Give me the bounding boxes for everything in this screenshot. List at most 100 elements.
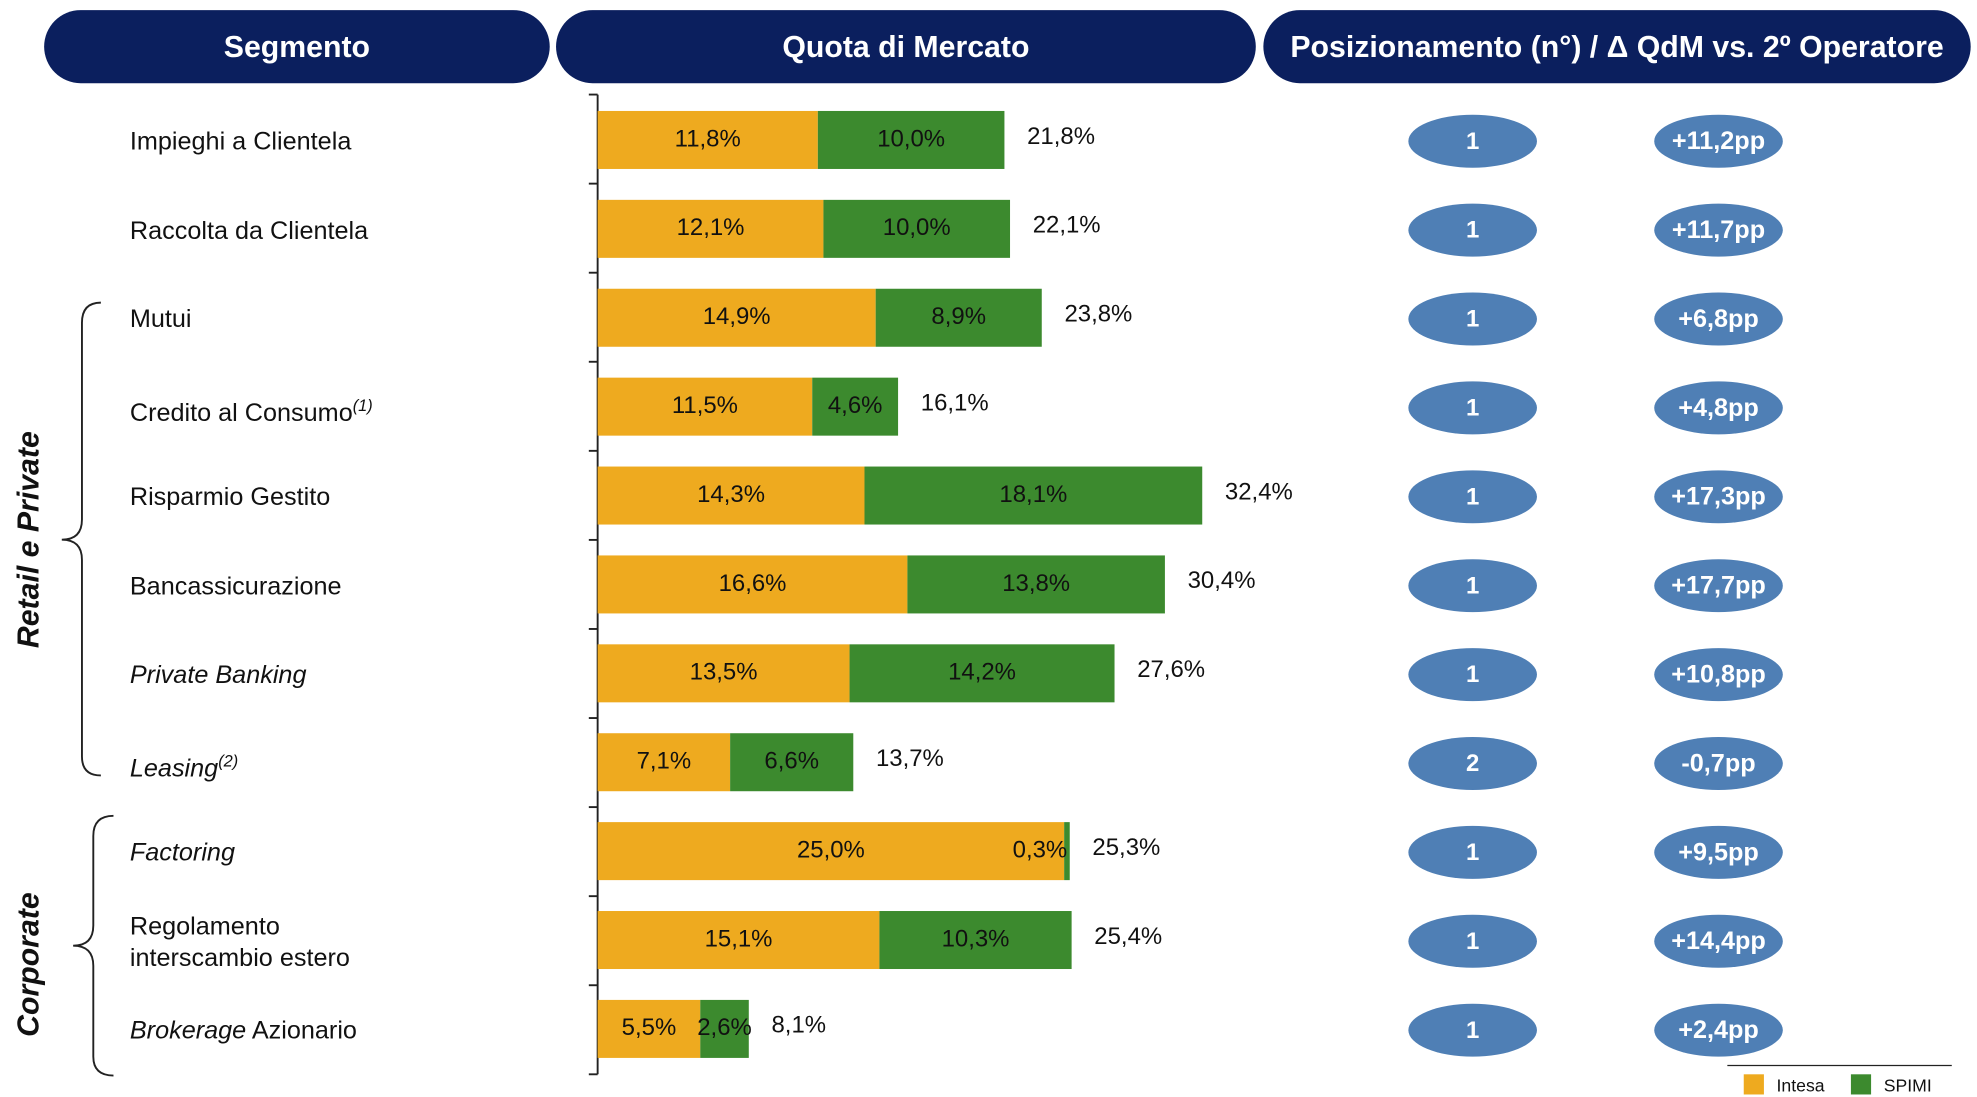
bar-segment xyxy=(597,110,818,169)
delta-text: +4,8pp xyxy=(1678,394,1759,422)
bar-segment xyxy=(597,911,880,970)
segment-label: Raccolta da Clientela xyxy=(130,216,420,248)
position-text: 1 xyxy=(1466,928,1479,955)
header-pill xyxy=(556,10,1256,84)
group-brace xyxy=(73,814,114,1077)
position-badge xyxy=(1408,559,1537,613)
header-text: Quota di Mercato xyxy=(782,31,1029,64)
bar-value-label: 25,0% xyxy=(797,836,865,863)
segment-label: Credito al Consumo(1) xyxy=(130,389,420,429)
delta-badge xyxy=(1654,559,1783,613)
total-label: 32,4% xyxy=(1225,478,1293,505)
segment-label-part: Raccolta da Clientela xyxy=(129,216,369,245)
segment-label-part: Mutui xyxy=(129,305,192,334)
segment-label-part: Impieghi a Clientela xyxy=(129,127,352,156)
bar-segment xyxy=(1064,822,1070,881)
bar-segment xyxy=(864,466,1203,525)
bar-segment xyxy=(597,199,824,258)
bar-value-label: 5,5% xyxy=(622,1014,677,1041)
position-badge xyxy=(1408,737,1537,790)
bar-segment xyxy=(597,644,850,703)
total-label: 23,8% xyxy=(1064,301,1132,328)
legend-label: Intesa xyxy=(1777,1076,1825,1096)
segment-label-part: (1) xyxy=(352,395,373,415)
bar-value-label: 13,5% xyxy=(690,659,758,686)
position-badge xyxy=(1408,825,1537,879)
segment-label: Bancassicurazione xyxy=(130,571,420,603)
bar-value-label: 11,5% xyxy=(672,392,738,419)
segment-label-part: Bancassicurazione xyxy=(129,572,342,601)
delta-badge xyxy=(1654,381,1783,435)
segment-label-part: Regolamento interscambio estero xyxy=(129,912,350,972)
delta-text: +2,4pp xyxy=(1678,1016,1759,1044)
bar-value-label: 16,6% xyxy=(719,570,787,597)
bar-value-label: 14,9% xyxy=(703,303,771,330)
bar-value-label: 10,0% xyxy=(883,214,951,241)
bar-segment xyxy=(730,733,854,792)
position-text: 1 xyxy=(1466,217,1479,244)
bar-value-label: 7,1% xyxy=(637,748,692,775)
header-text: Segmento xyxy=(224,31,370,64)
segment-label: Private Banking xyxy=(130,660,420,692)
position-badge xyxy=(1408,292,1537,346)
bar-segment xyxy=(597,555,908,614)
delta-text: +9,5pp xyxy=(1678,838,1759,866)
delta-text: +10,8pp xyxy=(1671,661,1766,689)
group-brace xyxy=(61,301,101,777)
total-label: 13,7% xyxy=(876,745,944,772)
position-text: 1 xyxy=(1466,661,1479,688)
segment-label: Factoring xyxy=(130,838,420,870)
segment-label-part: Risparmio Gestito xyxy=(129,483,331,512)
group-label: Retail e Private xyxy=(12,431,45,648)
total-label: 22,1% xyxy=(1033,212,1101,239)
delta-text: +14,4pp xyxy=(1671,927,1766,955)
delta-badge xyxy=(1654,648,1783,702)
bar-segment xyxy=(597,288,876,347)
header-pill xyxy=(1263,10,1971,84)
bar-segment xyxy=(597,466,865,525)
total-label: 27,6% xyxy=(1137,656,1205,683)
bar-value-label: 12,1% xyxy=(677,214,745,241)
delta-badge xyxy=(1654,737,1783,790)
bar-value-label: 13,8% xyxy=(1002,570,1070,597)
bar-value-label: 2,6% xyxy=(697,1014,752,1041)
group-label: Corporate xyxy=(12,892,45,1037)
bar-segment xyxy=(597,733,731,792)
delta-badge xyxy=(1654,470,1783,524)
position-badge xyxy=(1408,470,1537,524)
delta-badge xyxy=(1654,114,1783,168)
header-text: Posizionamento (n°) / Δ QdM vs. 2º Opera… xyxy=(1290,31,1943,64)
bar-value-label: 11,8% xyxy=(675,125,741,152)
bar-segment xyxy=(875,288,1042,347)
delta-badge xyxy=(1654,914,1783,968)
position-text: 1 xyxy=(1466,128,1479,155)
segment-label-part: Private Banking xyxy=(129,661,307,690)
bar-value-label: 0,3% xyxy=(1013,836,1068,863)
bar-segment xyxy=(879,911,1072,970)
position-badge xyxy=(1408,203,1537,257)
position-badge xyxy=(1408,914,1537,968)
delta-text: +6,8pp xyxy=(1678,305,1759,333)
position-text: 1 xyxy=(1466,1017,1479,1044)
delta-text: +11,2pp xyxy=(1672,127,1765,155)
delta-text: +11,7pp xyxy=(1672,216,1765,244)
total-label: 25,4% xyxy=(1094,923,1162,950)
position-badge xyxy=(1408,1003,1537,1057)
bar-value-label: 15,1% xyxy=(705,925,773,952)
delta-badge xyxy=(1654,1003,1783,1057)
segment-label-part: Azionario xyxy=(246,1016,357,1045)
bar-segment xyxy=(823,199,1011,258)
legend-swatch xyxy=(1743,1074,1764,1095)
bar-segment xyxy=(597,999,701,1058)
header-pill xyxy=(44,10,550,84)
total-label: 21,8% xyxy=(1027,123,1095,150)
bar-value-label: 18,1% xyxy=(999,481,1067,508)
segment-label: Mutui xyxy=(130,305,420,337)
bar-value-label: 4,6% xyxy=(828,392,883,419)
bar-segment xyxy=(849,644,1115,703)
position-text: 1 xyxy=(1466,572,1479,599)
position-text: 1 xyxy=(1466,839,1479,866)
segment-label: Regolamento interscambio estero xyxy=(130,911,420,974)
